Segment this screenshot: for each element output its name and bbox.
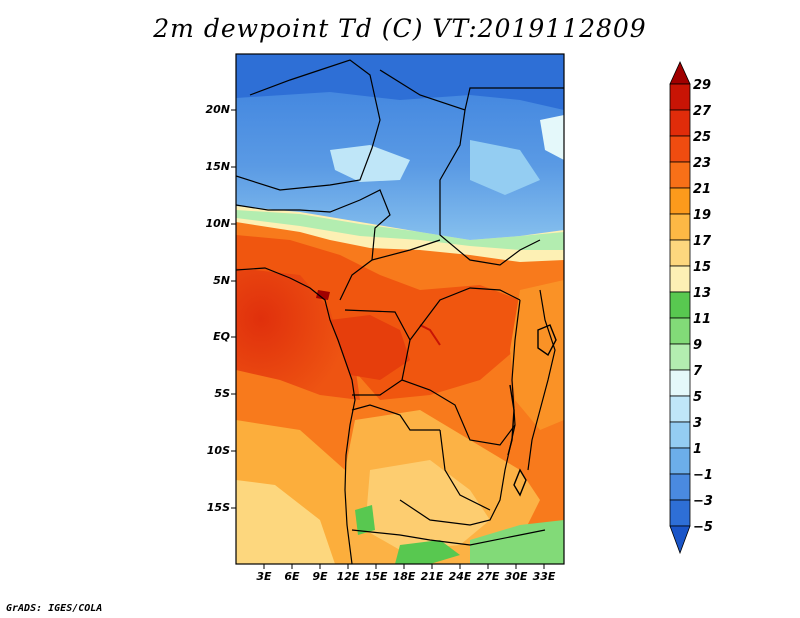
lon-label-27e: 27E (476, 570, 500, 583)
lon-label-21e: 21E (420, 570, 444, 583)
colorbar-label-9: 9 (693, 338, 703, 353)
colorbar-label-19: 19 (693, 208, 712, 223)
colorbar-label-29: 29 (693, 78, 712, 93)
lon-ticks (263, 564, 545, 569)
colorbar (669, 61, 691, 555)
lon-label-18e: 18E (392, 570, 416, 583)
lon-label-15e: 15E (364, 570, 388, 583)
dewpoint-field (236, 54, 564, 564)
country-borders (236, 59, 564, 564)
colorbar-label-11: 11 (693, 312, 712, 327)
lat-label-5n: 5N (213, 274, 230, 287)
lon-label-6e: 6E (284, 570, 300, 583)
colorbar-label-27: 27 (693, 104, 712, 119)
map-frame (235, 53, 565, 565)
lat-label-20n: 20N (205, 103, 230, 116)
colorbar-label-7: 7 (693, 364, 703, 379)
colorbar-label-13: 13 (693, 286, 712, 301)
colorbar-label-17: 17 (693, 234, 712, 249)
map-title: 2m dewpoint Td (C) VT:2019112809 (153, 14, 647, 43)
lake-outlines (507, 324, 557, 497)
colorbar-label-minus3: −3 (693, 494, 713, 509)
colorbar-bottom-arrow (669, 525, 691, 555)
colorbar-top-arrow (669, 61, 691, 85)
colorbar-label-minus5: −5 (693, 520, 713, 535)
lon-label-30e: 30E (504, 570, 528, 583)
lon-label-3e: 3E (256, 570, 272, 583)
lon-label-12e: 12E (336, 570, 360, 583)
colorbar-label-minus1: −1 (693, 468, 713, 483)
lon-label-33e: 33E (532, 570, 556, 583)
lon-label-9e: 9E (312, 570, 328, 583)
lon-label-24e: 24E (448, 570, 472, 583)
grads-credit: GrADS: IGES/COLA (6, 603, 103, 614)
lat-label-15s: 15S (206, 501, 230, 514)
lat-label-10n: 10N (205, 217, 230, 230)
colorbar-label-5: 5 (693, 390, 703, 405)
lat-label-10s: 10S (206, 444, 230, 457)
colorbar-label-21: 21 (693, 182, 712, 197)
colorbar-label-15: 15 (693, 260, 712, 275)
colorbar-label-25: 25 (693, 130, 712, 145)
colorbar-label-23: 23 (693, 156, 712, 171)
colorbar-label-3: 3 (693, 416, 703, 431)
lat-ticks (231, 109, 236, 509)
colorbar-label-1: 1 (693, 442, 703, 457)
lat-label-15n: 15N (205, 160, 230, 173)
lat-label-5s: 5S (214, 387, 230, 400)
lat-label-eq: EQ (213, 330, 230, 343)
